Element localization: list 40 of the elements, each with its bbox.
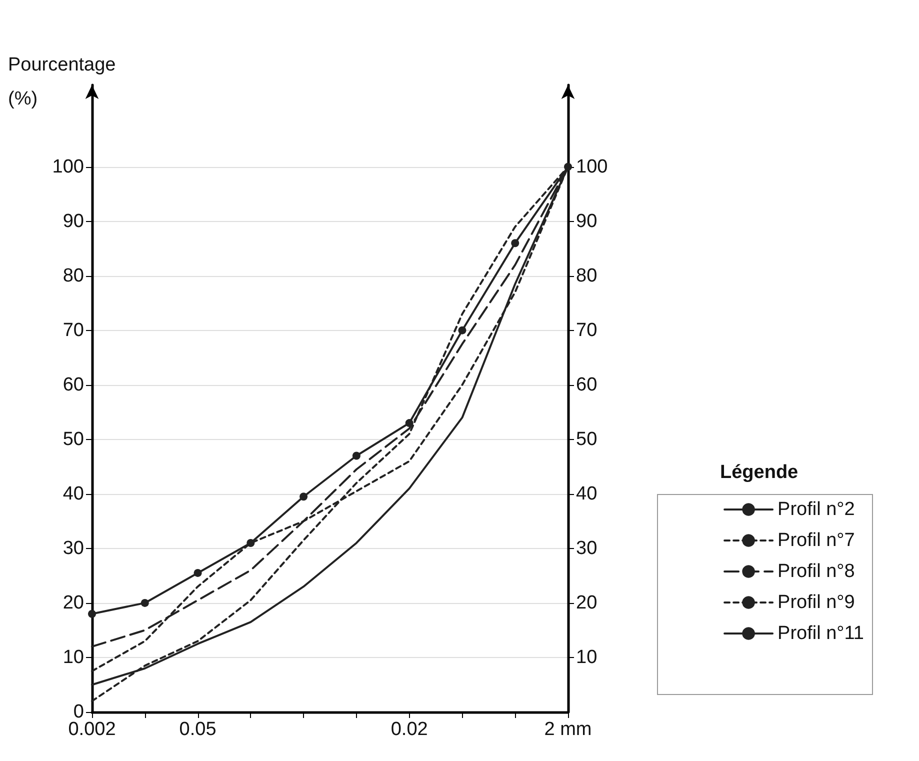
point (511, 239, 520, 248)
y2-tick-label: 70 (576, 320, 598, 341)
y2-tick-label: 60 (576, 374, 598, 396)
y-tick-label: 60 (62, 374, 84, 396)
point (246, 538, 255, 547)
point (458, 326, 466, 334)
legend-title: Légende (720, 462, 798, 483)
y-tick-label: 20 (62, 592, 84, 614)
point (352, 452, 360, 460)
legend-label: Profil n°2 (778, 499, 855, 520)
point (300, 492, 308, 501)
y-axis-title: Pourcentage (%) (8, 54, 116, 110)
y2-tick-label: 10 (576, 646, 598, 668)
y-tick-label: 80 (62, 265, 84, 286)
y2-tick-label: 80 (576, 265, 598, 286)
y-tick-label: 30 (62, 538, 84, 559)
y2-tick-label: 20 (576, 592, 598, 614)
y2-tick-label: 50 (576, 428, 598, 450)
y-tick-label: 90 (62, 210, 84, 232)
point (405, 419, 414, 428)
legend-label: Profil n°9 (778, 592, 855, 613)
point (88, 610, 96, 618)
x-tick-label: 0.05 (179, 719, 216, 740)
y-tick-label: 10 (62, 646, 84, 668)
y-tick-label: 40 (62, 483, 84, 504)
y2-tick-label: 30 (576, 538, 598, 559)
x-tick-label: 2 mm (544, 719, 592, 740)
y-tick-label: 50 (62, 428, 84, 450)
legend-label: Profil n°7 (778, 530, 855, 551)
y2-tick-label: 100 (576, 156, 608, 178)
y-tick-label: 100 (52, 156, 84, 178)
point (194, 568, 202, 577)
y-tick-label: 70 (62, 320, 84, 341)
legend-label: Profil n°11 (778, 623, 864, 644)
y2-tick-label: 90 (576, 210, 598, 232)
x-tick-label: 0.02 (390, 719, 428, 740)
y2-tick-label: 40 (576, 483, 598, 504)
point (564, 162, 572, 171)
point (140, 598, 149, 607)
legend-label: Profil n°8 (778, 561, 855, 582)
